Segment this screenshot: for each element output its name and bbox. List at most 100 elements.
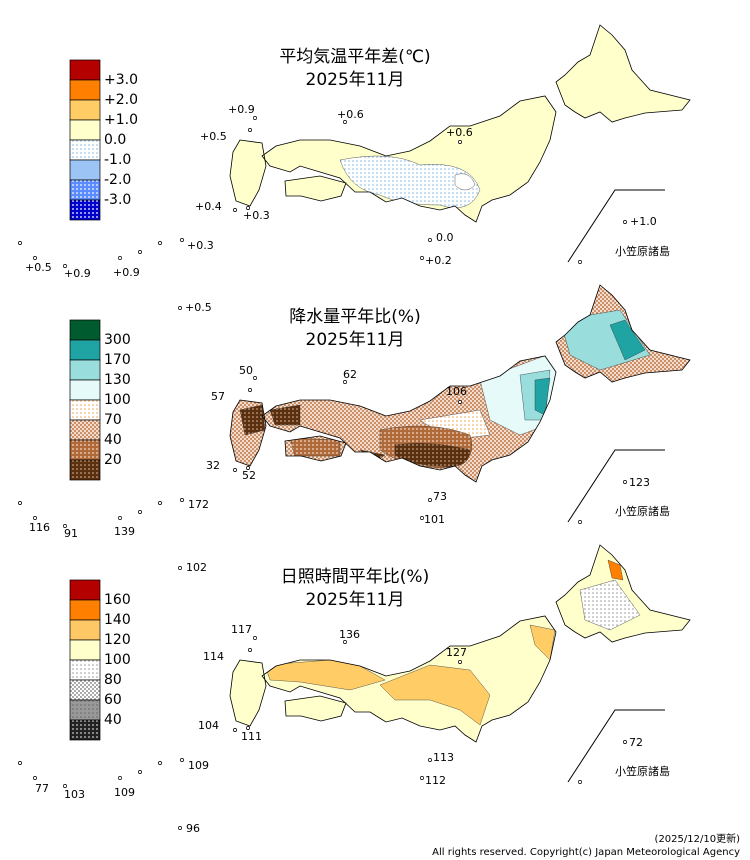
island (178, 566, 182, 570)
island (248, 128, 252, 132)
legend-swatch (69, 439, 101, 461)
anomaly-area (454, 173, 476, 191)
island (623, 740, 627, 744)
island (248, 388, 252, 392)
legend-swatch (69, 159, 101, 181)
island (33, 516, 37, 520)
legend-swatch (69, 399, 101, 421)
legend-label: 130 (104, 372, 131, 388)
legend-label: 140 (104, 612, 131, 628)
anomaly-area (607, 559, 624, 581)
station-value: +0.5 (200, 130, 227, 143)
island (178, 826, 182, 830)
island (118, 776, 122, 780)
island (138, 770, 142, 774)
station-value: 106 (446, 385, 467, 398)
island (138, 250, 142, 254)
station-value: 104 (198, 719, 219, 732)
island (578, 260, 582, 264)
inset-frame (567, 449, 665, 523)
legend-swatch (69, 119, 101, 141)
station-value: +0.5 (185, 301, 212, 314)
island (428, 758, 432, 762)
island (233, 468, 237, 472)
island (63, 524, 67, 528)
island (420, 776, 424, 780)
island (253, 116, 257, 120)
legend-swatch (69, 459, 101, 481)
station-value: 73 (433, 490, 447, 503)
anomaly-areas (339, 155, 481, 209)
legend-label: 80 (104, 672, 122, 688)
legend-label: 40 (104, 712, 122, 728)
island (18, 241, 22, 245)
island (158, 761, 162, 765)
island (138, 510, 142, 514)
legend-swatch (69, 599, 101, 621)
copyright: All rights reserved. Copyright(c) Japan … (432, 847, 740, 858)
island (253, 636, 257, 640)
island (63, 784, 67, 788)
island (248, 648, 252, 652)
station-value: 103 (64, 788, 85, 801)
station-value: +0.3 (187, 239, 214, 252)
island (18, 761, 22, 765)
inset-frame (567, 709, 665, 783)
station-value: 123 (629, 476, 650, 489)
legend-swatch (69, 419, 101, 441)
anomaly-areas (264, 559, 641, 726)
station-value: +0.9 (64, 267, 91, 280)
island (246, 206, 250, 210)
island (180, 758, 184, 762)
legend-swatch (69, 199, 101, 221)
island (180, 498, 184, 502)
island (458, 400, 462, 404)
inset-label: 小笠原諸島 (615, 244, 670, 258)
station-value: 77 (35, 782, 49, 795)
station-value: +0.9 (113, 266, 140, 279)
island (343, 120, 347, 124)
station-value: 136 (339, 628, 360, 641)
legend-label: +1.0 (104, 112, 138, 128)
panel: 日照時間平年比(%) 2025年11月 160 140 120 100 80 60 40 小笠原諸… (18, 544, 691, 835)
legend-label: 170 (104, 352, 131, 368)
station-value: 52 (242, 469, 256, 482)
legend-swatch (69, 659, 101, 681)
island (18, 501, 22, 505)
panel: 降水量平年比(%) 2025年11月 300 170 130 100 70 40 20 小笠原諸島… (18, 284, 691, 574)
panel-title: 日照時間平年比(%) (281, 567, 429, 587)
island (158, 241, 162, 245)
legend-swatch (69, 179, 101, 201)
legend-label: 70 (104, 412, 122, 428)
legend-swatch (69, 699, 101, 721)
legend-label: 100 (104, 392, 131, 408)
station-value: +0.4 (195, 200, 222, 213)
island (623, 480, 627, 484)
station-value: 72 (629, 736, 643, 749)
legend-label: 160 (104, 592, 131, 608)
island (428, 238, 432, 242)
island (246, 726, 250, 730)
island (343, 380, 347, 384)
legend-swatch (69, 139, 101, 161)
station-value: 91 (64, 527, 78, 540)
station-value: 57 (211, 390, 225, 403)
station-value: 102 (186, 561, 207, 574)
panels: 平均気温平年差(℃) 2025年11月 +3.0 +2.0 +1.0 0.0 -1.0 -2.… (18, 24, 691, 835)
legend-label: +2.0 (104, 92, 138, 108)
panel-title: 降水量平年比(%) (289, 307, 420, 327)
island (578, 780, 582, 784)
inset-label: 小笠原諸島 (615, 764, 670, 778)
island (458, 660, 462, 664)
legend-label: 60 (104, 692, 122, 708)
station-value: +0.5 (25, 261, 52, 274)
station-value: 172 (188, 498, 209, 511)
island (118, 256, 122, 260)
station-value: 109 (188, 759, 209, 772)
station-value: 0.0 (436, 231, 454, 244)
island (420, 516, 424, 520)
legend-label: 300 (104, 332, 131, 348)
island (458, 140, 462, 144)
station-value: 32 (206, 459, 220, 472)
